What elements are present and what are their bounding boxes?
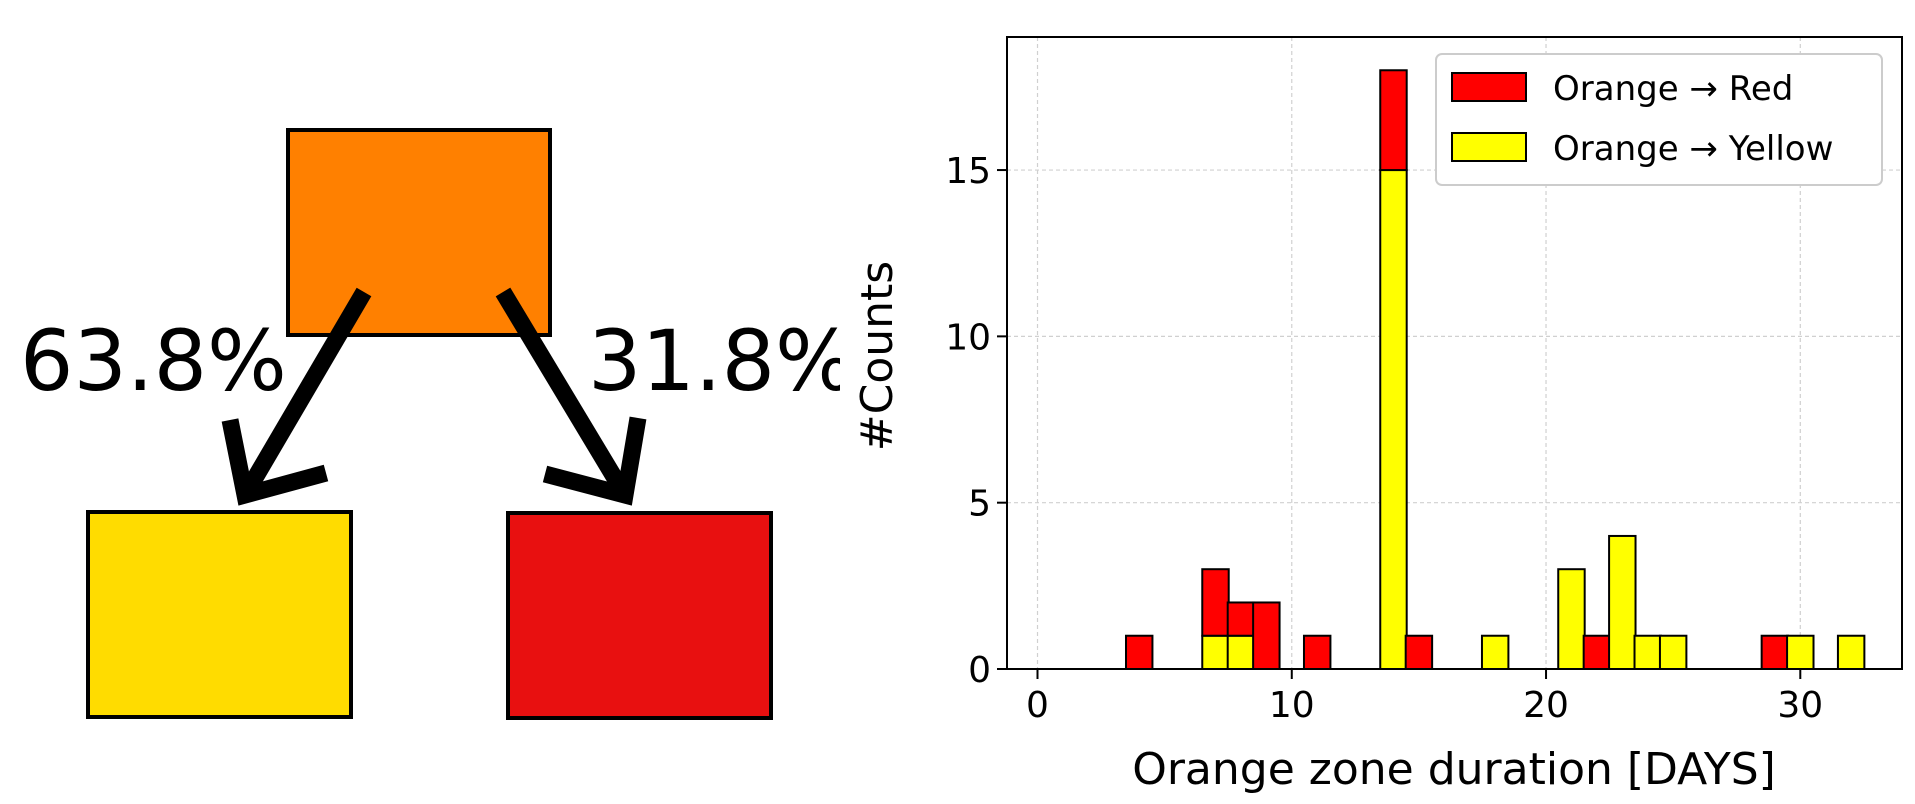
bar-orange-to-red xyxy=(1226,601,1256,637)
bar-orange-to-red xyxy=(1404,634,1434,670)
bar-orange-to-yellow xyxy=(1201,634,1230,670)
bar-orange-to-red xyxy=(1760,634,1790,670)
bar-orange-to-yellow xyxy=(1633,634,1662,670)
x-tick-label: 30 xyxy=(1777,685,1823,726)
arrow-to-yellow xyxy=(221,287,372,506)
flow-diagram: 63.8% 31.8% xyxy=(20,128,840,720)
x-axis-label: Orange zone duration [DAYS] xyxy=(1132,744,1776,795)
bar-orange-to-yellow xyxy=(1786,634,1815,670)
y-tick-label: 5 xyxy=(968,484,991,525)
bar-orange-to-yellow xyxy=(1658,634,1688,670)
bar-orange-to-red xyxy=(1124,634,1154,670)
bar-orange-to-yellow xyxy=(1226,634,1256,670)
y-axis-label: #Counts xyxy=(852,261,903,451)
red-box xyxy=(506,511,773,720)
axis-ticks: 0 10 20 30 0 5 10 15 xyxy=(945,151,1823,726)
y-tick-label: 15 xyxy=(945,151,991,192)
bar-orange-to-red xyxy=(1582,634,1612,670)
legend-label-red: Orange → Red xyxy=(1553,69,1793,109)
legend-frame xyxy=(1435,53,1883,186)
y-tick-label: 0 xyxy=(968,650,991,691)
y-tick-label: 10 xyxy=(945,317,991,358)
bar-orange-to-yellow xyxy=(1379,169,1408,670)
bar-orange-to-yellow xyxy=(1836,634,1866,670)
histogram-chart: 0 10 20 30 0 5 10 15 Orange zone duration [DAYS… xyxy=(852,36,1903,795)
x-tick-label: 0 xyxy=(1026,685,1049,726)
legend-swatch-red xyxy=(1451,72,1527,102)
percentage-to-yellow: 63.8% xyxy=(20,312,287,410)
legend-label-yellow: Orange → Yellow xyxy=(1553,129,1833,169)
bar-orange-to-yellow xyxy=(1557,568,1586,670)
bar-orange-to-red xyxy=(1252,601,1281,671)
bar-orange-to-red xyxy=(1302,634,1332,670)
x-tick-label: 20 xyxy=(1523,685,1569,726)
x-tick-label: 10 xyxy=(1269,685,1315,726)
bar-orange-to-red xyxy=(1379,69,1408,172)
yellow-box xyxy=(86,510,353,719)
bar-orange-to-yellow xyxy=(1480,634,1510,670)
percentage-to-red: 31.8% xyxy=(588,312,840,410)
plot-frame xyxy=(1006,36,1903,670)
bar-orange-to-yellow xyxy=(1608,534,1637,671)
arrow-to-red xyxy=(495,287,647,506)
legend: Orange → Red Orange → Yellow xyxy=(1435,53,1883,186)
legend-swatch-yellow xyxy=(1451,132,1527,162)
bar-orange-to-red xyxy=(1201,568,1230,637)
